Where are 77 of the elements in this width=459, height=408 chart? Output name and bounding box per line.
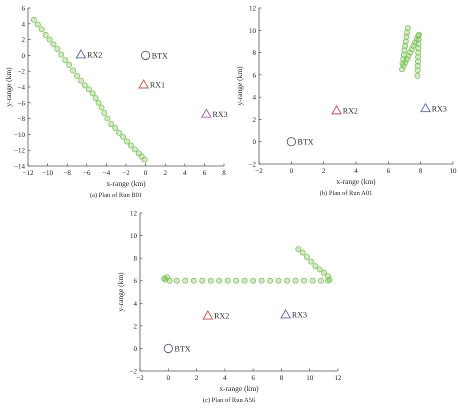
point <box>258 278 265 284</box>
point <box>82 82 88 88</box>
point <box>301 278 308 284</box>
point <box>174 278 180 284</box>
point <box>414 67 421 74</box>
point <box>76 50 86 58</box>
point <box>128 142 134 148</box>
point <box>101 110 108 116</box>
series-label: BTX <box>152 51 168 60</box>
series-label: RX2 <box>87 50 102 60</box>
series-label: RX3 <box>432 104 447 114</box>
point <box>280 310 291 318</box>
point <box>414 73 420 79</box>
point <box>182 278 188 284</box>
point <box>304 254 310 260</box>
point <box>124 138 130 144</box>
point <box>286 137 296 146</box>
point <box>142 156 148 163</box>
point <box>295 246 302 252</box>
point <box>300 250 306 256</box>
point <box>104 116 110 122</box>
point <box>108 121 114 128</box>
point <box>70 67 76 74</box>
point <box>284 278 290 284</box>
point <box>46 36 53 43</box>
point <box>140 50 150 60</box>
point <box>190 278 197 284</box>
point <box>78 78 84 84</box>
point <box>98 104 104 110</box>
point <box>164 274 170 280</box>
point <box>332 105 342 114</box>
point <box>42 32 49 38</box>
series-label: BTX <box>298 138 314 147</box>
point <box>202 310 213 320</box>
point <box>50 41 56 48</box>
point <box>58 52 64 58</box>
point <box>320 270 327 276</box>
series-label: RX2 <box>214 312 230 321</box>
point <box>86 86 92 92</box>
point <box>54 46 60 52</box>
series-label: RX2 <box>342 106 358 116</box>
point <box>34 22 41 28</box>
point <box>242 278 248 284</box>
point <box>292 278 299 284</box>
point <box>316 266 323 272</box>
point <box>138 80 149 88</box>
point <box>74 72 80 79</box>
point <box>308 258 314 264</box>
point <box>267 278 274 284</box>
point <box>276 278 282 284</box>
series-label: RX1 <box>150 80 165 90</box>
point <box>132 146 138 152</box>
point <box>208 278 214 284</box>
point <box>116 130 122 136</box>
point <box>112 125 118 132</box>
point <box>30 16 37 23</box>
point <box>66 62 72 68</box>
point <box>38 26 45 32</box>
point <box>312 263 318 269</box>
series-label: RX3 <box>292 310 307 320</box>
point <box>90 90 96 96</box>
point <box>201 108 212 118</box>
point <box>199 278 206 284</box>
point <box>216 278 222 284</box>
point <box>96 100 102 106</box>
point <box>318 278 324 284</box>
point <box>233 278 240 284</box>
point <box>92 95 99 102</box>
point <box>62 57 68 64</box>
point <box>310 278 316 284</box>
series-label: RX3 <box>212 110 228 119</box>
point <box>224 278 231 284</box>
point <box>120 134 126 140</box>
point <box>250 278 256 284</box>
series-label: BTX <box>174 344 191 354</box>
point <box>164 344 173 354</box>
point <box>420 103 431 112</box>
